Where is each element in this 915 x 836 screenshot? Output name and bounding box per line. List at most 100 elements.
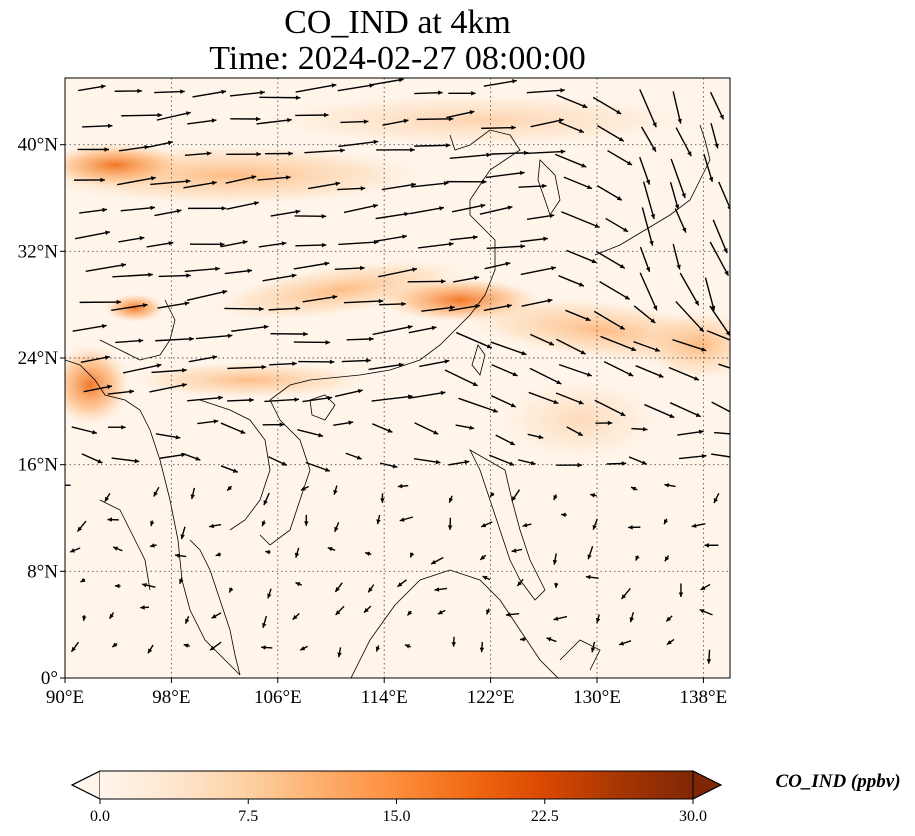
wind-arrow	[187, 118, 217, 125]
wind-arrow	[107, 517, 119, 522]
wind-arrow	[190, 487, 196, 500]
wind-arrow	[298, 359, 335, 365]
wind-arrow	[520, 636, 526, 642]
colorbar-ticks: 0.0 7.5 15.0 22.5 30.0	[90, 799, 707, 825]
colorbar-extend-min	[70, 770, 101, 800]
wind-arrow	[553, 615, 568, 621]
wind-arrow	[453, 275, 480, 283]
wind-arrow	[595, 614, 601, 624]
wind-arrow	[409, 206, 445, 215]
wind-arrow	[114, 88, 142, 94]
wind-arrow	[556, 338, 586, 355]
wind-arrow	[553, 494, 558, 501]
wind-arrow	[521, 298, 553, 307]
wind-arrow	[592, 96, 622, 115]
wind-arrow	[558, 121, 585, 134]
wind-arrow	[77, 147, 109, 152]
wind-arrow	[446, 110, 475, 119]
wind-arrow	[269, 361, 297, 366]
wind-arrow	[414, 143, 451, 148]
wind-arrow	[261, 645, 273, 650]
wind-arrow	[629, 612, 635, 623]
wind-arrow	[520, 266, 557, 276]
wind-arrow	[256, 117, 292, 125]
wind-arrow	[78, 84, 106, 92]
wind-arrow	[80, 355, 110, 364]
wind-arrow	[150, 179, 191, 186]
wind-arrow	[180, 526, 186, 540]
wind-arrow	[628, 456, 648, 465]
wind-arrow	[595, 250, 626, 269]
wind-arrow	[264, 151, 293, 156]
wind-arrow	[416, 116, 454, 122]
wind-arrow	[455, 424, 475, 430]
wind-arrow	[417, 241, 454, 249]
wind-arrow	[679, 272, 700, 306]
wind-arrow	[628, 525, 641, 530]
wind-vectors	[65, 78, 730, 664]
wind-arrow	[79, 207, 108, 214]
wind-arrow	[304, 148, 345, 154]
wind-arrow	[672, 91, 682, 124]
wind-arrow	[262, 273, 297, 282]
wind-arrow	[225, 175, 257, 184]
wind-arrow	[404, 644, 411, 649]
wind-arrow	[486, 244, 526, 250]
wind-arrow	[421, 305, 455, 312]
wind-arrow	[215, 552, 222, 557]
wind-arrow	[343, 298, 384, 304]
wind-arrow	[159, 452, 186, 459]
wind-arrow	[295, 83, 337, 93]
wind-arrow	[227, 364, 267, 370]
chart-title-line1: CO_IND at 4km	[284, 4, 511, 41]
wind-arrow	[489, 492, 495, 498]
wind-arrow	[300, 485, 309, 491]
wind-arrow	[553, 582, 559, 588]
wind-arrow	[447, 517, 453, 530]
lon-tick-label: 114°E	[361, 687, 408, 708]
colorbar-extend-max	[692, 770, 723, 800]
wind-arrow	[679, 453, 707, 460]
wind-arrow	[192, 89, 227, 98]
colorbar-gradient	[100, 771, 693, 799]
lat-tick-label: 32°N	[18, 241, 59, 262]
wind-arrow	[220, 465, 239, 473]
wind-arrow	[397, 483, 409, 489]
wind-arrow	[183, 643, 191, 648]
wind-arrow	[231, 324, 269, 332]
wind-arrow	[483, 303, 512, 312]
wind-arrow	[704, 277, 716, 311]
wind-arrow	[108, 612, 115, 620]
wind-arrow	[186, 289, 228, 302]
wind-arrow	[565, 309, 591, 322]
wind-arrow	[224, 268, 253, 275]
wind-arrow	[372, 324, 413, 336]
wind-arrow	[145, 140, 173, 149]
wind-arrow	[691, 523, 706, 528]
wind-arrow	[370, 78, 404, 86]
wind-arrow	[479, 554, 487, 561]
wind-arrow	[262, 422, 285, 427]
wind-arrow	[184, 266, 220, 273]
wind-arrow	[261, 520, 266, 527]
wind-arrow	[154, 89, 185, 94]
wind-arrow	[675, 127, 692, 157]
coastlines	[65, 124, 711, 678]
wind-arrow	[558, 275, 585, 287]
lon-tick-label: 106°E	[254, 687, 302, 708]
wind-arrow	[195, 333, 233, 340]
wind-arrow	[482, 575, 491, 581]
wind-arrow	[585, 574, 599, 580]
wind-arrow	[605, 217, 629, 233]
wind-arrow	[664, 555, 670, 562]
wind-arrow	[82, 123, 113, 129]
wind-arrow	[304, 514, 309, 526]
wind-arrow	[187, 395, 223, 402]
wind-arrow	[295, 242, 327, 248]
wind-arrow	[593, 310, 626, 331]
wind-arrow	[268, 456, 288, 466]
wind-arrow	[607, 149, 633, 166]
wind-arrow	[230, 116, 261, 122]
wind-arrow	[434, 587, 447, 592]
colorbar-tick-label: 7.5	[238, 808, 258, 825]
